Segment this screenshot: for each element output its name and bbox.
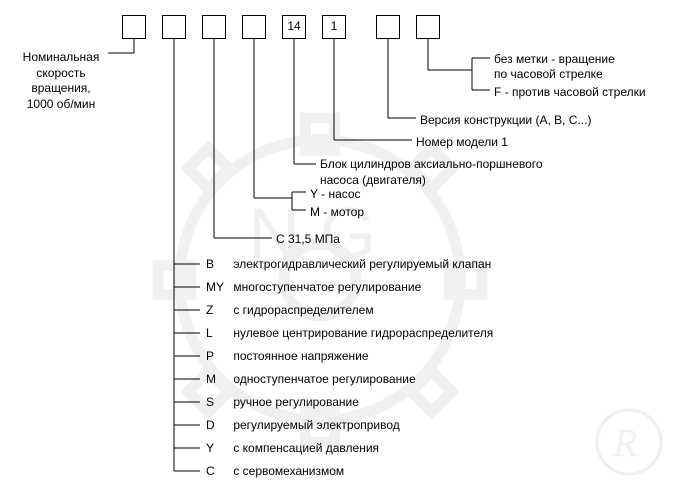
y-pump-label: Y - насос (310, 187, 361, 203)
watermark-registered: R (589, 402, 669, 482)
regulation-item: D регулируемый электропривод (206, 418, 400, 434)
rotation-f: F - против часовой стрелки (494, 85, 646, 101)
svg-text:R: R (612, 420, 637, 465)
regulation-item: Z с гидрораспределителем (206, 303, 374, 319)
model-number-label: Номер модели 1 (416, 135, 508, 151)
version-label: Версия конструкции (A, B, C...) (420, 113, 591, 129)
regulation-item: S ручное регулирование (206, 395, 359, 411)
code-box-8 (416, 15, 440, 39)
rotation-no-mark-2: по часовой стрелке (494, 67, 603, 83)
regulation-item: M одноступенчатое регулирование (206, 372, 416, 388)
code-box-4 (242, 15, 266, 39)
code-box-6: 1 (322, 15, 346, 39)
regulation-item: Y с компенсацией давления (206, 441, 379, 457)
rotation-no-mark-1: без метки - вращение (494, 52, 615, 68)
m-motor-label: M - мотор (310, 205, 364, 221)
code-box-2 (162, 15, 186, 39)
code-box-7 (376, 15, 400, 39)
c-pressure-label: C 31,5 МПа (276, 232, 340, 248)
regulation-item: B электрогидравлический регулируемый кла… (206, 257, 491, 273)
regulation-item: P постоянное напряжение (206, 349, 369, 365)
code-box-5: 14 (282, 15, 306, 39)
regulation-item: C с сервомеханизмом (206, 464, 344, 480)
nominal-speed-label: Номинальнаяскоростьвращения,1000 об/мин (6, 50, 116, 112)
block-cylinders-label: Блок цилиндров аксиально-поршневогонасос… (320, 157, 580, 188)
regulation-item: MY многоступенчатое регулирование (206, 280, 421, 296)
code-box-3 (202, 15, 226, 39)
code-box-1 (122, 15, 146, 39)
regulation-item: L нулевое центрирование гидрораспределит… (206, 326, 493, 342)
